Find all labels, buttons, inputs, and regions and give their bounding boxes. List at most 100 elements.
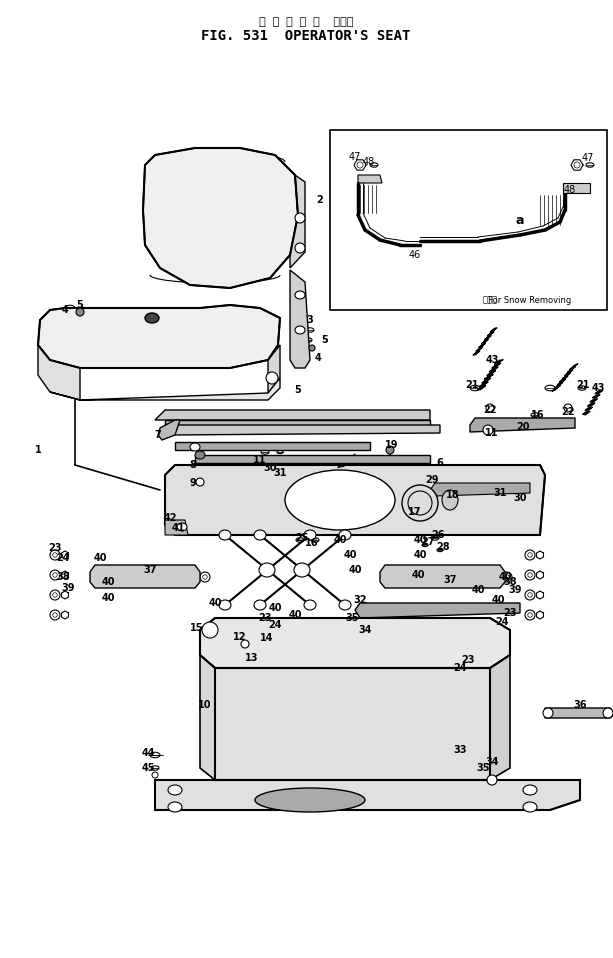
Ellipse shape	[523, 785, 537, 795]
Text: 45: 45	[141, 763, 154, 773]
Ellipse shape	[564, 404, 572, 412]
Text: 40: 40	[411, 570, 425, 580]
Polygon shape	[563, 183, 590, 193]
Ellipse shape	[487, 775, 497, 785]
Polygon shape	[158, 420, 180, 440]
Text: 40: 40	[208, 598, 222, 608]
Text: 42: 42	[163, 513, 177, 523]
Text: 17: 17	[408, 507, 422, 517]
Polygon shape	[290, 175, 305, 268]
Polygon shape	[160, 425, 440, 435]
Text: 27: 27	[421, 537, 435, 547]
Text: 19: 19	[385, 440, 398, 450]
Text: 43: 43	[485, 355, 499, 365]
Text: 1: 1	[34, 445, 41, 455]
Polygon shape	[195, 455, 430, 463]
Text: 28: 28	[436, 542, 450, 552]
Polygon shape	[165, 520, 188, 535]
Ellipse shape	[195, 451, 205, 459]
Ellipse shape	[483, 425, 493, 435]
Polygon shape	[90, 565, 200, 588]
Text: 8: 8	[189, 460, 196, 470]
Ellipse shape	[255, 788, 365, 812]
Ellipse shape	[177, 523, 187, 531]
Ellipse shape	[219, 600, 231, 610]
Ellipse shape	[295, 291, 305, 299]
Text: 38: 38	[56, 572, 70, 582]
Ellipse shape	[295, 326, 305, 334]
Ellipse shape	[76, 308, 84, 316]
Text: 5: 5	[77, 300, 83, 310]
Text: FIG. 531  OPERATOR'S SEAT: FIG. 531 OPERATOR'S SEAT	[201, 29, 411, 43]
Text: 24: 24	[268, 620, 282, 630]
Text: 6: 6	[436, 458, 443, 468]
Text: 3: 3	[306, 315, 313, 325]
Ellipse shape	[402, 485, 438, 521]
Text: 40: 40	[268, 603, 282, 613]
Ellipse shape	[543, 708, 553, 718]
Polygon shape	[268, 345, 280, 393]
Ellipse shape	[196, 478, 204, 486]
Ellipse shape	[168, 802, 182, 812]
Text: 10: 10	[198, 700, 211, 710]
Ellipse shape	[202, 622, 218, 638]
Ellipse shape	[152, 772, 158, 778]
Text: 31: 31	[493, 488, 507, 498]
Polygon shape	[215, 668, 490, 780]
Ellipse shape	[294, 563, 310, 577]
Polygon shape	[545, 708, 613, 718]
Text: 40: 40	[101, 593, 115, 603]
Text: 37: 37	[143, 565, 157, 575]
Polygon shape	[355, 603, 520, 618]
Ellipse shape	[259, 563, 275, 577]
Text: 44: 44	[141, 748, 154, 758]
Text: 18: 18	[446, 490, 460, 500]
Text: 24: 24	[56, 553, 70, 563]
Ellipse shape	[386, 446, 394, 454]
Text: 41: 41	[171, 523, 185, 533]
Polygon shape	[380, 565, 505, 588]
Text: 5: 5	[295, 385, 302, 395]
Text: 35: 35	[476, 763, 490, 773]
Ellipse shape	[295, 213, 305, 223]
Polygon shape	[200, 655, 215, 780]
Text: 39: 39	[61, 583, 75, 593]
Text: 38: 38	[503, 577, 517, 587]
Text: 26: 26	[432, 530, 445, 540]
Text: 22: 22	[562, 407, 575, 417]
Text: a: a	[338, 439, 370, 468]
Text: 16: 16	[305, 538, 319, 548]
Text: 4: 4	[62, 305, 69, 315]
Polygon shape	[330, 130, 607, 310]
Text: 40: 40	[498, 572, 512, 582]
Polygon shape	[155, 780, 580, 810]
Text: 40: 40	[413, 535, 427, 545]
Text: 40: 40	[101, 577, 115, 587]
Polygon shape	[165, 465, 545, 535]
Text: 40: 40	[471, 585, 485, 595]
Ellipse shape	[168, 785, 182, 795]
Text: 13: 13	[245, 653, 259, 663]
Text: 9: 9	[189, 478, 196, 488]
Text: 40: 40	[413, 550, 427, 560]
Polygon shape	[38, 305, 280, 368]
Text: 30: 30	[263, 463, 276, 473]
Text: 23: 23	[503, 608, 517, 618]
Polygon shape	[200, 618, 510, 668]
Text: 46: 46	[409, 250, 421, 260]
Polygon shape	[490, 655, 510, 780]
Text: 21: 21	[576, 380, 590, 390]
Polygon shape	[155, 410, 430, 420]
Text: 4: 4	[314, 353, 321, 363]
Ellipse shape	[219, 530, 231, 540]
Text: 30: 30	[513, 493, 527, 503]
Text: 11: 11	[485, 428, 499, 438]
Ellipse shape	[241, 640, 249, 648]
Text: 39: 39	[508, 585, 522, 595]
Polygon shape	[430, 483, 530, 496]
Text: 40: 40	[343, 550, 357, 560]
Text: a: a	[516, 214, 524, 226]
Text: 11: 11	[253, 455, 267, 465]
Text: 22: 22	[483, 405, 497, 415]
Ellipse shape	[304, 600, 316, 610]
